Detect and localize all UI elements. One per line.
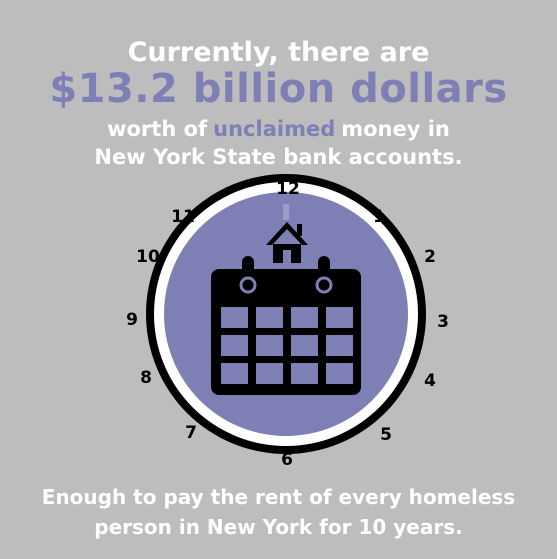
headline-line-3-pre: worth of [107,117,208,141]
clock-hand [283,204,289,220]
clock-number-7: 7 [185,423,197,443]
headline-amount: $13.2 billion dollars [49,66,508,112]
headline-line-4: New York State bank accounts. [94,145,463,169]
footer-line-1: Enough to pay the rent of every homeless [41,485,516,509]
clock-number-8: 8 [140,368,152,388]
calendar-icon [211,256,361,395]
clock-number-5: 5 [380,425,392,445]
clock-number-4: 4 [424,371,436,391]
clock-number-9: 9 [126,310,138,330]
footer-line-2: person in New York for 10 years. [94,515,463,539]
clock-number-3: 3 [437,312,449,332]
headline-line-3-post: money in [341,117,450,141]
clock-number-10: 10 [136,247,160,267]
headline-line-1: Currently, there are [127,37,430,68]
headline-line-3: worth of unclaimed money in [0,117,557,141]
clock-number-1: 1 [373,207,385,227]
clock-number-11: 11 [171,207,195,227]
clock-number-2: 2 [424,247,436,267]
clock-number-6: 6 [281,450,293,470]
clock-number-12: 12 [276,179,300,199]
headline-highlight: unclaimed [213,117,336,141]
house-icon [266,222,308,263]
